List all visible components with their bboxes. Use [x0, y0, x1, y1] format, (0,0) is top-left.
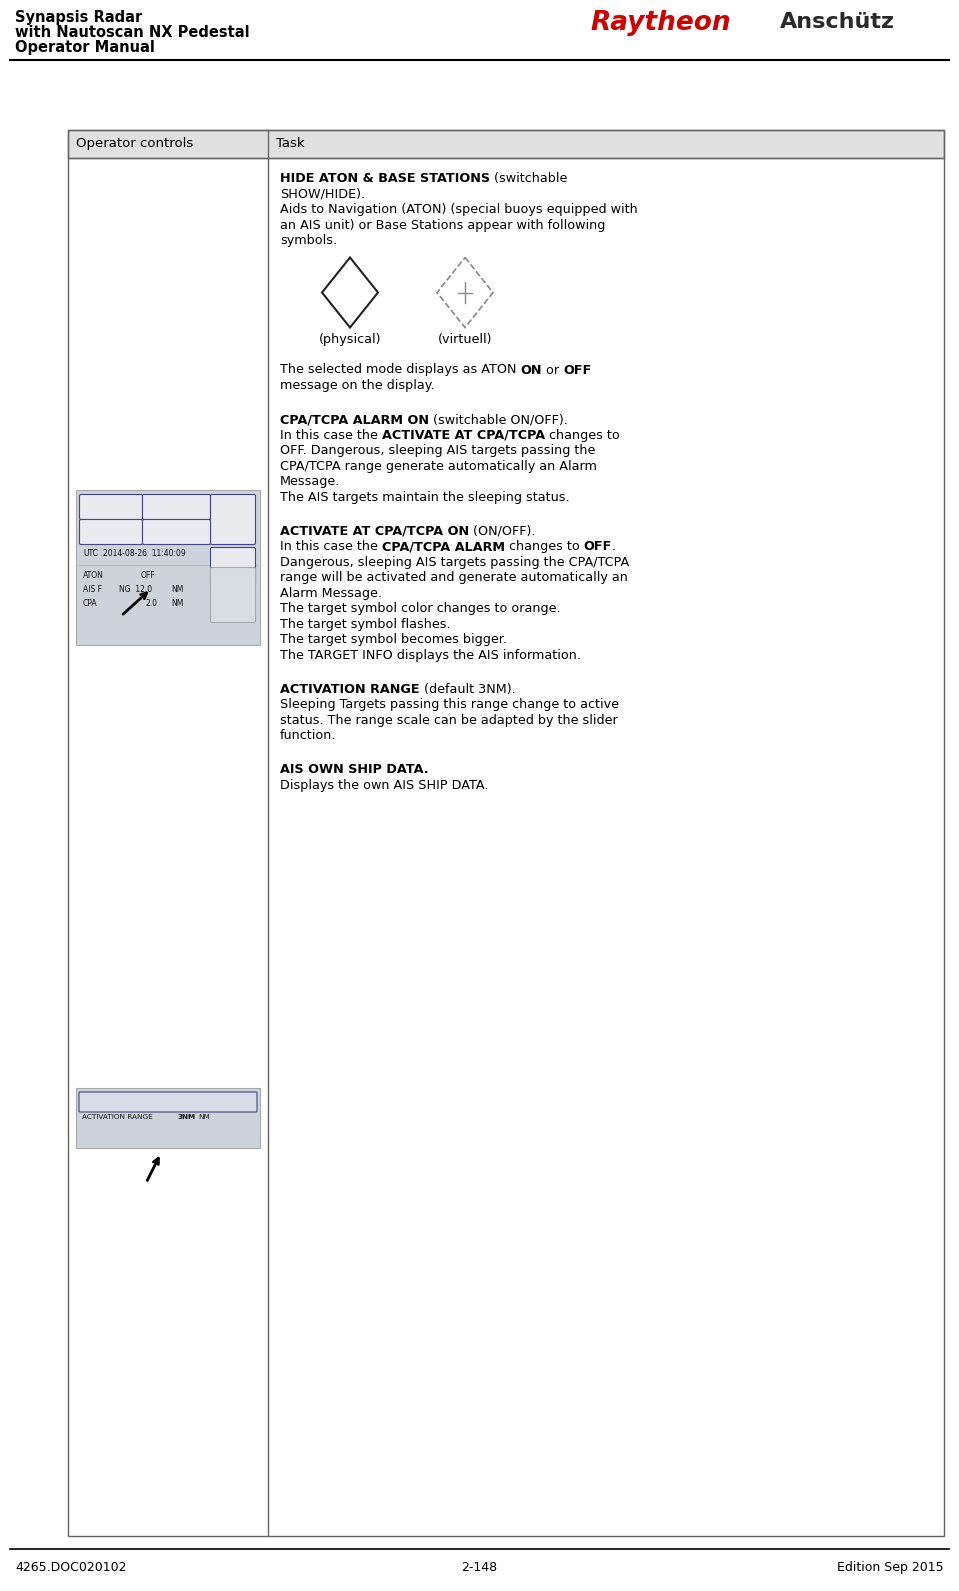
Text: Raytheon: Raytheon — [590, 10, 731, 37]
Text: Aids to Navigation (ATON) (special buoys equipped with: Aids to Navigation (ATON) (special buoys… — [280, 204, 638, 216]
Text: The target symbol color changes to orange.: The target symbol color changes to orang… — [280, 603, 561, 616]
Text: ON: ON — [521, 363, 542, 377]
Text: 2-148: 2-148 — [461, 1561, 498, 1573]
Text: The AIS targets maintain the sleeping status.: The AIS targets maintain the sleeping st… — [280, 490, 570, 504]
Text: Sleeping Targets passing this range change to active: Sleeping Targets passing this range chan… — [280, 698, 619, 711]
Text: .: . — [612, 541, 616, 554]
Text: 4265.DOC020102: 4265.DOC020102 — [15, 1561, 127, 1573]
Text: CPA/TCPA ALARM: CPA/TCPA ALARM — [382, 541, 504, 554]
FancyBboxPatch shape — [143, 520, 210, 544]
Text: In this case the: In this case the — [280, 541, 382, 554]
Text: HL ON: HL ON — [95, 503, 127, 511]
Text: ACTIVATE AT CPA/TCPA: ACTIVATE AT CPA/TCPA — [382, 428, 545, 442]
Text: changes to: changes to — [504, 541, 584, 554]
Text: or: or — [542, 363, 563, 377]
Text: (physical): (physical) — [318, 333, 382, 345]
Text: Operator controls: Operator controls — [76, 137, 194, 150]
Text: The target symbol flashes.: The target symbol flashes. — [280, 617, 451, 630]
Text: FILT OFF: FILT OFF — [155, 503, 199, 511]
Bar — [76, 490, 260, 644]
Text: SYM ON: SYM ON — [91, 528, 131, 536]
Text: HIDE ATON & BASE STATIONS: HIDE ATON & BASE STATIONS — [280, 172, 490, 185]
FancyBboxPatch shape — [210, 495, 255, 544]
Text: Operator Manual: Operator Manual — [15, 40, 154, 56]
Text: NM: NM — [171, 585, 183, 593]
Text: NG  12.0: NG 12.0 — [119, 585, 152, 593]
FancyBboxPatch shape — [210, 568, 255, 622]
Text: OFF: OFF — [563, 363, 592, 377]
FancyBboxPatch shape — [80, 495, 143, 520]
Text: ACTIVATE AT CPA/TCPA ON: ACTIVATE AT CPA/TCPA ON — [280, 525, 469, 538]
FancyBboxPatch shape — [210, 547, 255, 585]
Text: (switchable: (switchable — [490, 172, 568, 185]
Bar — [68, 130, 944, 1535]
Text: OFF: OFF — [584, 541, 612, 554]
Text: CPA: CPA — [83, 598, 98, 608]
Text: ACTIVATION RANGE: ACTIVATION RANGE — [82, 1114, 152, 1120]
Text: The target symbol becomes bigger.: The target symbol becomes bigger. — [280, 633, 507, 646]
Text: symbols.: symbols. — [280, 234, 338, 247]
Text: FUNC: FUNC — [219, 515, 246, 523]
Text: OFF: OFF — [141, 571, 155, 581]
Text: message on the display.: message on the display. — [280, 379, 434, 391]
Text: AIS OWN SHIP DATA.: AIS OWN SHIP DATA. — [280, 764, 429, 776]
Text: Anschütz: Anschütz — [780, 13, 895, 32]
Text: 2014-08-26  11:40:09: 2014-08-26 11:40:09 — [103, 549, 186, 558]
Text: an AIS unit) or Base Stations appear with following: an AIS unit) or Base Stations appear wit… — [280, 218, 605, 232]
Bar — [68, 130, 944, 158]
Text: CPA/TCPA ALARM ON: CPA/TCPA ALARM ON — [280, 414, 429, 426]
Text: 3NM: 3NM — [178, 1114, 197, 1120]
Text: ARPA
TRIAL: ARPA TRIAL — [221, 557, 246, 576]
Text: (virtuell): (virtuell) — [437, 333, 492, 345]
Text: (switchable ON/OFF).: (switchable ON/OFF). — [429, 414, 568, 426]
Text: In this case the: In this case the — [280, 428, 382, 442]
Text: SEA
SCOUT: SEA SCOUT — [222, 578, 245, 590]
Text: ATON: ATON — [83, 571, 104, 581]
Text: SHOW/HIDE).: SHOW/HIDE). — [280, 188, 365, 200]
Text: Displays the own AIS SHIP DATA.: Displays the own AIS SHIP DATA. — [280, 780, 488, 792]
Text: The selected mode displays as ATON: The selected mode displays as ATON — [280, 363, 521, 377]
Text: range will be activated and generate automatically an: range will be activated and generate aut… — [280, 571, 628, 584]
Text: 2.0: 2.0 — [146, 598, 158, 608]
Text: Edition Sep 2015: Edition Sep 2015 — [837, 1561, 944, 1573]
Text: The TARGET INFO displays the AIS information.: The TARGET INFO displays the AIS informa… — [280, 649, 581, 662]
Text: CPA/TCPA range generate automatically an Alarm: CPA/TCPA range generate automatically an… — [280, 460, 596, 473]
Text: NM: NM — [198, 1114, 210, 1120]
Text: Synapsis Radar: Synapsis Radar — [15, 10, 142, 25]
Text: AIS F: AIS F — [83, 585, 102, 593]
FancyBboxPatch shape — [143, 495, 210, 520]
Text: function.: function. — [280, 729, 337, 743]
Text: NM: NM — [171, 598, 183, 608]
Text: (ON/OFF).: (ON/OFF). — [469, 525, 536, 538]
Text: ASSOC OFF: ASSOC OFF — [148, 528, 205, 536]
Text: Dangerous, sleeping AIS targets passing the CPA/TCPA: Dangerous, sleeping AIS targets passing … — [280, 555, 629, 568]
Text: with Nautoscan NX Pedestal: with Nautoscan NX Pedestal — [15, 25, 249, 40]
Text: Alarm Message.: Alarm Message. — [280, 587, 382, 600]
FancyBboxPatch shape — [80, 520, 143, 544]
FancyBboxPatch shape — [79, 1091, 257, 1112]
Text: Task: Task — [276, 137, 305, 150]
Text: Message.: Message. — [280, 476, 340, 488]
Text: UTC: UTC — [83, 549, 98, 558]
Text: changes to: changes to — [545, 428, 620, 442]
Text: status. The range scale can be adapted by the slider: status. The range scale can be adapted b… — [280, 714, 618, 727]
Bar — [76, 1088, 260, 1149]
Text: ACTIVATE AT CPA/TCPA ON: ACTIVATE AT CPA/TCPA ON — [84, 1098, 179, 1103]
Text: OFF. Dangerous, sleeping AIS targets passing the: OFF. Dangerous, sleeping AIS targets pas… — [280, 444, 596, 457]
Text: (default 3NM).: (default 3NM). — [419, 683, 515, 695]
Text: ACTIVATION RANGE: ACTIVATION RANGE — [280, 683, 419, 695]
